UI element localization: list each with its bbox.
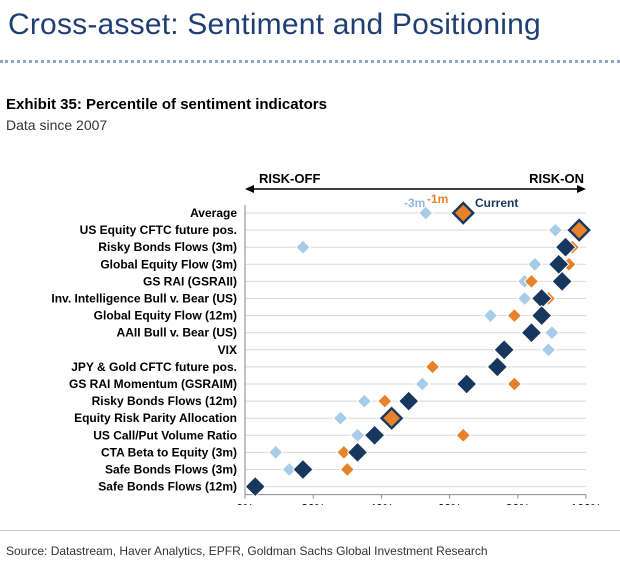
category-label: Global Equity Flow (12m) (94, 309, 237, 323)
arrow-right-head (577, 185, 586, 193)
exhibit-title: Exhibit 35: Percentile of sentiment indi… (6, 96, 327, 113)
point-current (455, 373, 478, 395)
point-current (292, 458, 314, 481)
point-1m (506, 376, 523, 392)
source-note: Source: Datastream, Haver Analytics, EPF… (6, 544, 488, 558)
point-3m (516, 290, 533, 307)
risk-on-label: RISK-ON (529, 171, 584, 186)
point-1m (339, 461, 356, 478)
legend-3m: -3m (404, 196, 425, 210)
point-current (346, 441, 369, 464)
category-label: Risky Bonds Flows (3m) (98, 240, 237, 254)
category-label: Global Equity Flow (3m) (100, 257, 237, 271)
point-3m (332, 410, 349, 426)
x-tick-label: 60% (438, 502, 462, 505)
point-3m (540, 342, 557, 358)
x-tick-label: 80% (506, 502, 530, 505)
point-1m (523, 273, 540, 290)
point-3m (418, 205, 434, 221)
point-1m (567, 218, 591, 242)
point-3m (414, 376, 431, 392)
x-tick-label: 40% (369, 502, 393, 505)
category-label: US Call/Put Volume Ratio (93, 428, 237, 442)
sentiment-chart: 0% 20% 40% 60% 80% 100% Average US Equity CFTC… (51, 171, 602, 505)
category-label: JPY & Gold CFTC future pos. (71, 360, 237, 374)
point-current (486, 356, 509, 378)
point-1m (379, 406, 404, 430)
point-1m (455, 427, 471, 444)
risk-off-label: RISK-OFF (259, 171, 320, 186)
point-1m (377, 393, 393, 409)
category-label: AAII Bull v. Bear (US) (117, 326, 237, 340)
category-label: Safe Bonds Flows (3m) (105, 463, 237, 477)
footer-divider (0, 530, 620, 531)
y-axis-labels: Average US Equity CFTC future pos. Risky B… (51, 206, 237, 494)
point-3m (349, 427, 366, 444)
point-current (244, 475, 266, 498)
category-label: US Equity CFTC future pos. (80, 223, 237, 237)
category-label: GS RAI (GSRAII) (143, 274, 237, 288)
category-label: Risky Bonds Flows (12m) (92, 394, 237, 408)
point-1m (451, 201, 475, 225)
point-current (551, 270, 573, 293)
point-3m (281, 461, 298, 478)
point-3m (482, 307, 499, 324)
category-label: Safe Bonds Flows (12m) (98, 480, 237, 494)
arrow-left-head (245, 185, 254, 193)
point-current (397, 390, 420, 412)
x-tick-label: 0% (236, 502, 254, 505)
chart-grid (244, 205, 586, 496)
category-label: CTA Beta to Equity (3m) (101, 445, 237, 459)
title-divider (0, 60, 620, 63)
legend-current: Current (475, 196, 518, 210)
point-3m (544, 324, 560, 341)
chart-points (244, 201, 591, 498)
point-1m (336, 444, 352, 461)
point-3m (547, 222, 564, 238)
chart-legend: -3m -1m Current (404, 192, 518, 210)
category-label: Equity Risk Parity Allocation (74, 411, 237, 425)
legend-1m: -1m (427, 192, 448, 206)
point-3m (527, 256, 543, 273)
category-label: Average (190, 206, 237, 220)
category-label: GS RAI Momentum (GSRAIM) (69, 377, 237, 391)
point-current (520, 321, 543, 344)
point-1m (506, 307, 523, 324)
category-label: VIX (218, 343, 237, 357)
point-current (554, 236, 577, 258)
category-label: Inv. Intelligence Bull v. Bear (US) (51, 292, 237, 306)
exhibit-subtitle: Data since 2007 (6, 117, 108, 133)
point-current (363, 424, 386, 447)
point-3m (295, 239, 311, 255)
point-current (493, 339, 515, 361)
point-3m (356, 393, 373, 409)
point-current (530, 304, 553, 327)
point-1m (424, 359, 441, 375)
x-tick-label: 100% (571, 502, 602, 505)
page-title: Cross-asset: Sentiment and Positioning (8, 8, 541, 41)
x-tick-label: 20% (301, 502, 325, 505)
risk-arrow: RISK-OFF RISK-ON (245, 171, 586, 193)
x-axis: 0% 20% 40% 60% 80% 100% (236, 494, 602, 505)
point-3m (267, 444, 284, 461)
